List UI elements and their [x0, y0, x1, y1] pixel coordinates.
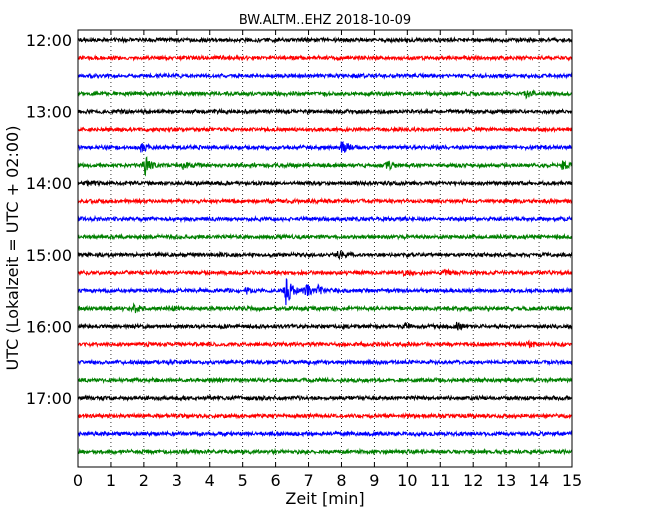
- x-axis: 0 1 2 3 4 5 6 7 8 9 10 11 12 13 14 15: [73, 30, 582, 490]
- x-tick-label: 15: [562, 471, 582, 490]
- x-tick-label: 9: [369, 471, 379, 490]
- x-tick-label: 10: [397, 471, 417, 490]
- x-tick-label: 8: [336, 471, 346, 490]
- x-tick-label: 6: [271, 471, 281, 490]
- x-tick-label: 4: [205, 471, 215, 490]
- y-axis: 12:00 13:00 14:00 15:00 16:00 17:00: [26, 31, 572, 408]
- trace-1545: [77, 302, 573, 314]
- grid-lines: [110, 30, 540, 467]
- x-tick-label: 0: [73, 471, 83, 490]
- y-tick-label: 12:00: [26, 31, 72, 50]
- trace-1430: [77, 214, 573, 224]
- x-tick-label: 11: [430, 471, 450, 490]
- y-tick-label: 15:00: [26, 246, 72, 265]
- trace-1715: [77, 411, 573, 420]
- trace-1730: [77, 429, 573, 438]
- trace-1630: [77, 358, 573, 367]
- x-tick-label: 5: [238, 471, 248, 490]
- y-axis-label: UTC (Lokalzeit = UTC + 02:00): [3, 126, 22, 371]
- trace-1345: [77, 156, 573, 177]
- trace-1645: [77, 376, 573, 385]
- trace-1615: [77, 339, 573, 349]
- chart-title: BW.ALTM..EHZ 2018-10-09: [239, 13, 411, 28]
- x-tick-label: 14: [529, 471, 549, 490]
- trace-1215: [77, 53, 573, 62]
- trace-1415: [77, 197, 573, 206]
- trace-1530: [77, 278, 573, 306]
- y-tick-label: 16:00: [26, 317, 72, 336]
- x-tick-label: 1: [106, 471, 116, 490]
- y-tick-label: 17:00: [26, 389, 72, 408]
- x-axis-label: Zeit [min]: [285, 489, 364, 508]
- trace-1245: [77, 88, 573, 100]
- trace-1515: [77, 267, 573, 278]
- trace-1700: [77, 394, 573, 402]
- y-tick-label: 14:00: [26, 174, 72, 193]
- trace-1600: [77, 321, 573, 331]
- trace-1745: [77, 447, 573, 456]
- seismic-traces: [77, 36, 573, 456]
- trace-1300: [77, 107, 573, 116]
- x-tick-label: 7: [303, 471, 313, 490]
- x-tick-label: 13: [496, 471, 516, 490]
- x-tick-label: 2: [139, 471, 149, 490]
- trace-1315: [77, 125, 573, 134]
- plot-frame: [77, 29, 573, 468]
- y-tick-label: 13:00: [26, 103, 72, 122]
- x-tick-label: 12: [463, 471, 483, 490]
- trace-1400: [77, 179, 573, 188]
- trace-1200: [77, 36, 573, 44]
- trace-1330: [77, 141, 573, 153]
- x-tick-label: 3: [172, 471, 182, 490]
- trace-1445: [77, 232, 573, 241]
- trace-1230: [77, 71, 573, 80]
- trace-1500: [77, 250, 573, 261]
